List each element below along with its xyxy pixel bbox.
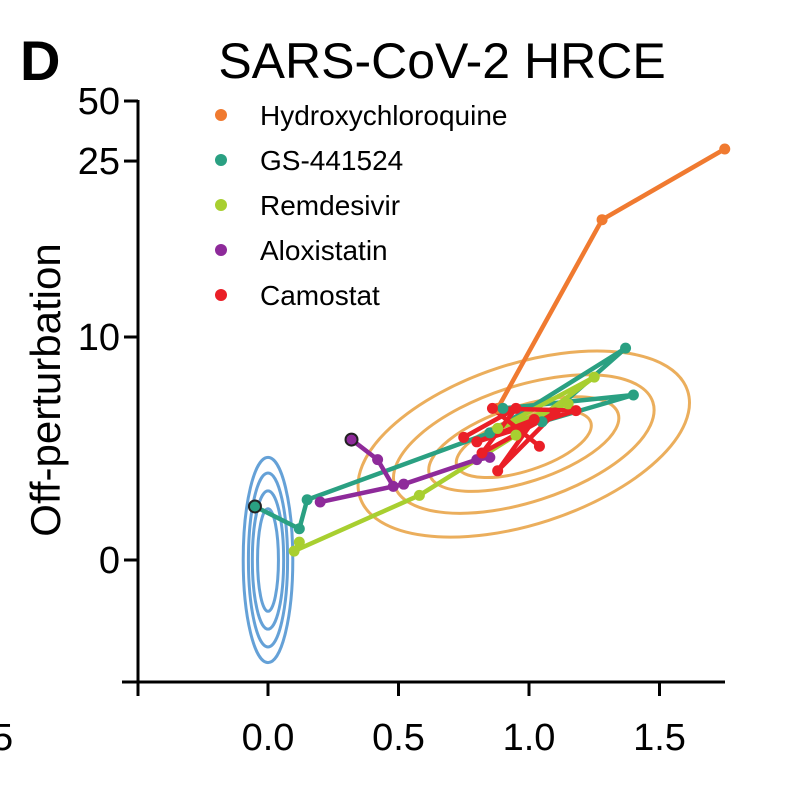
reference-contours (241, 349, 691, 665)
series-point-2-6 (562, 398, 574, 410)
panel-letter: D (20, 29, 60, 92)
x-tick-label-1: 0.5 (372, 717, 425, 759)
legend-marker-4 (215, 289, 227, 301)
series-line-0 (495, 147, 726, 410)
contour-0-ring-2 (246, 471, 290, 649)
series-point-4-1 (510, 402, 522, 414)
y-tick-label-1: 10 (78, 317, 120, 359)
series-point-2-1 (288, 545, 300, 557)
series-point-4-3 (549, 407, 561, 419)
y-tick-label-2: 25 (78, 141, 120, 183)
series-point-3-3 (314, 496, 326, 508)
series-point-4-7 (570, 405, 582, 417)
series-point-1-2 (301, 494, 313, 506)
legend-label-3: Aloxistatin (260, 235, 388, 266)
legend-marker-1 (215, 154, 227, 166)
x-tick-label-0: 0.0 (242, 717, 295, 759)
y-ticks: 0 10 25 50 (78, 81, 138, 582)
series-point-0-1 (596, 214, 608, 226)
y-axis-label: Off-perturbation (22, 243, 69, 536)
series-point-1-4 (620, 342, 632, 354)
series-point-1-7 (497, 402, 509, 414)
legend-marker-2 (215, 199, 227, 211)
series-point-4-4 (492, 465, 504, 477)
series-point-0-2 (719, 143, 731, 155)
series-points (247, 143, 731, 557)
series-point-2-0 (293, 536, 305, 548)
series-point-3-1 (372, 454, 384, 466)
series-point-2-3 (510, 429, 522, 441)
y-tick-label-0: 0 (99, 540, 120, 582)
series-point-2-2 (413, 489, 425, 501)
series-point-4-5 (528, 414, 540, 426)
legend-marker-0 (215, 109, 227, 121)
series-point-2-4 (588, 371, 600, 383)
series-point-1-6 (627, 389, 639, 401)
x-tick-label-2: 1.0 (503, 717, 556, 759)
series-point-4-6 (471, 436, 483, 448)
series-point-3-0 (344, 432, 359, 447)
legend-label-1: GS-441524 (260, 145, 403, 176)
axes (122, 100, 725, 684)
series-point-3-2 (387, 480, 399, 492)
series-point-3-4 (398, 478, 410, 490)
series-point-1-0 (247, 499, 262, 514)
y-tick-label-3: 50 (78, 81, 120, 123)
series-point-4-9 (533, 440, 545, 452)
chart-title: SARS-CoV-2 HRCE (218, 33, 665, 89)
x-tick-label-3: 1.5 (633, 717, 686, 759)
legend-label-2: Remdesivir (260, 190, 400, 221)
legend-label-0: Hydroxychloroquine (260, 100, 507, 131)
contour-0-ring-3 (241, 455, 295, 665)
x-ticks: 0.0 0.5 1.0 1.5 (136, 682, 686, 759)
legend: Hydroxychloroquine GS-441524 Remdesivir Alo… (215, 100, 507, 311)
legend-label-4: Camostat (260, 280, 380, 311)
series-point-2-5 (492, 422, 504, 434)
clipped-x-tick-label: 5 (0, 717, 13, 759)
contour-1-ring-3 (356, 349, 691, 539)
series-point-1-1 (293, 523, 305, 535)
series-point-4-2 (476, 447, 488, 459)
contour-0-ring-0 (256, 507, 280, 613)
contour-0-ring-1 (250, 489, 286, 631)
series-point-4-8 (486, 402, 498, 414)
series-point-4-0 (458, 431, 470, 443)
legend-marker-3 (215, 244, 227, 256)
